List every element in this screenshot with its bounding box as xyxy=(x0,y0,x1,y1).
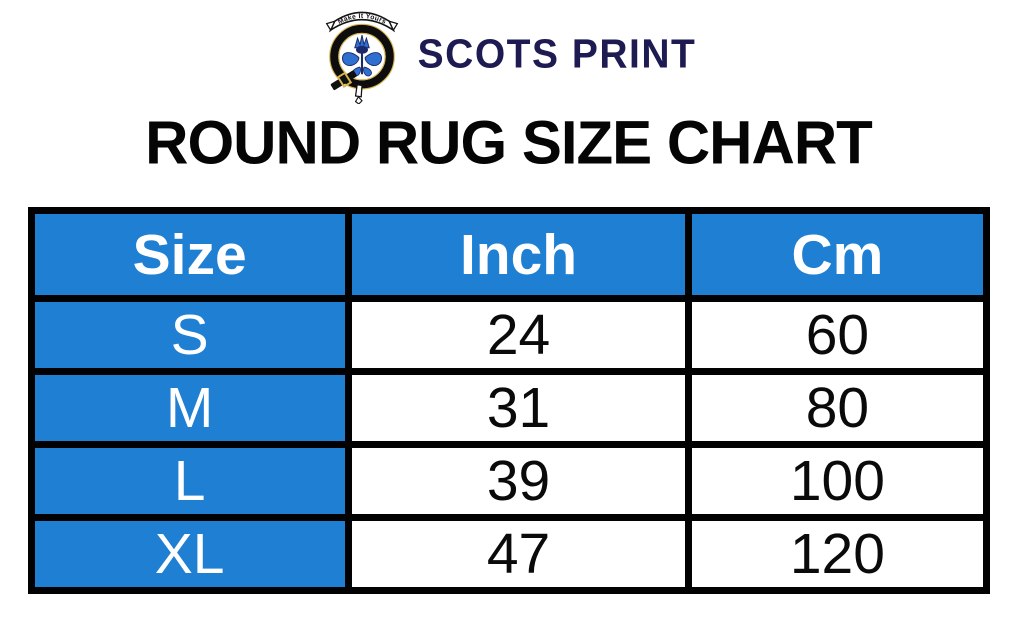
header-cm: Cm xyxy=(685,207,990,302)
header-row: Size Inch Cm xyxy=(27,207,990,302)
size-label: XL xyxy=(27,514,352,594)
cm-value: 100 xyxy=(685,441,990,521)
clan-crest-logo-icon: Make It Yours xyxy=(325,11,398,104)
size-label: L xyxy=(27,441,352,521)
table-row-xl: XL 47 120 xyxy=(27,514,990,594)
table-row-l: L 39 100 xyxy=(27,441,990,521)
inch-value: 47 xyxy=(344,514,693,594)
table-row-s: S 24 60 xyxy=(27,295,990,375)
page-title: ROUND RUG SIZE CHART xyxy=(145,108,873,177)
cm-value: 60 xyxy=(685,295,990,375)
size-label: M xyxy=(27,368,352,448)
inch-value: 24 xyxy=(344,295,693,375)
strap-tail-icon xyxy=(354,83,363,104)
header-inch: Inch xyxy=(344,207,693,302)
inch-value: 39 xyxy=(344,441,693,521)
size-label: S xyxy=(27,295,352,375)
brand-name: SCOTS PRINT xyxy=(417,32,697,77)
inch-value: 31 xyxy=(344,368,693,448)
size-table-container: Size Inch Cm S 24 60 M 31 80 L 3 xyxy=(0,207,1017,594)
thistle-icon xyxy=(341,34,382,77)
table-row-m: M 31 80 xyxy=(27,368,990,448)
cm-value: 120 xyxy=(685,514,990,594)
header-size: Size xyxy=(27,207,352,302)
buckle-strap-icon xyxy=(330,70,357,91)
cm-value: 80 xyxy=(685,368,990,448)
brand-header: Make It Yours xyxy=(0,0,1017,104)
size-table: Size Inch Cm S 24 60 M 31 80 L 3 xyxy=(27,207,990,594)
